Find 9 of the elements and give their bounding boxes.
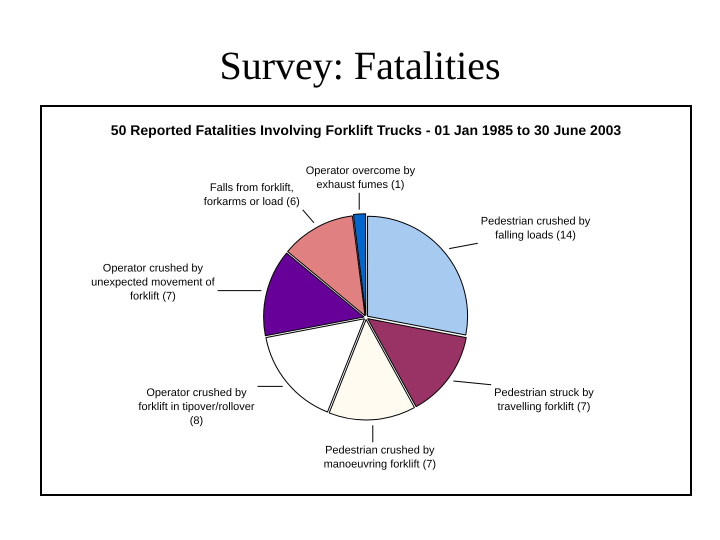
slice-label: Operator crushed by unexpected movement of forklift (7) xyxy=(91,262,216,303)
chart-title: Survey: Fatalities xyxy=(218,42,502,90)
slice-label: Operator crushed by forklift in tipover/rollover (8) xyxy=(138,386,255,427)
slice-label: Operator overcome by exhaust fumes (1) xyxy=(306,164,416,191)
chart-subtitle: 50 Reported Fatalities Involving Forklift Trucks - 01 Jan 1985 to 30 June 2003 xyxy=(110,121,622,139)
slice-label: Pedestrian crushed by manoeuvring forklift (7) xyxy=(324,444,436,470)
slice-label: Pedestrian crushed by falling loads (14) xyxy=(480,215,591,242)
slice-label: Pedestrian struck by travelling forklift (7) xyxy=(494,386,594,413)
slice-label: Falls from forklift, forkarms or load (6) xyxy=(204,182,300,208)
